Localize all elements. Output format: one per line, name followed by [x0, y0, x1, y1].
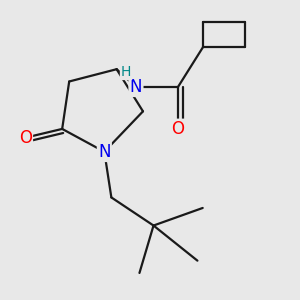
Text: O: O	[172, 120, 184, 138]
Text: O: O	[19, 129, 32, 147]
Text: H: H	[121, 65, 131, 79]
Text: N: N	[98, 143, 111, 161]
Text: N: N	[130, 78, 142, 96]
